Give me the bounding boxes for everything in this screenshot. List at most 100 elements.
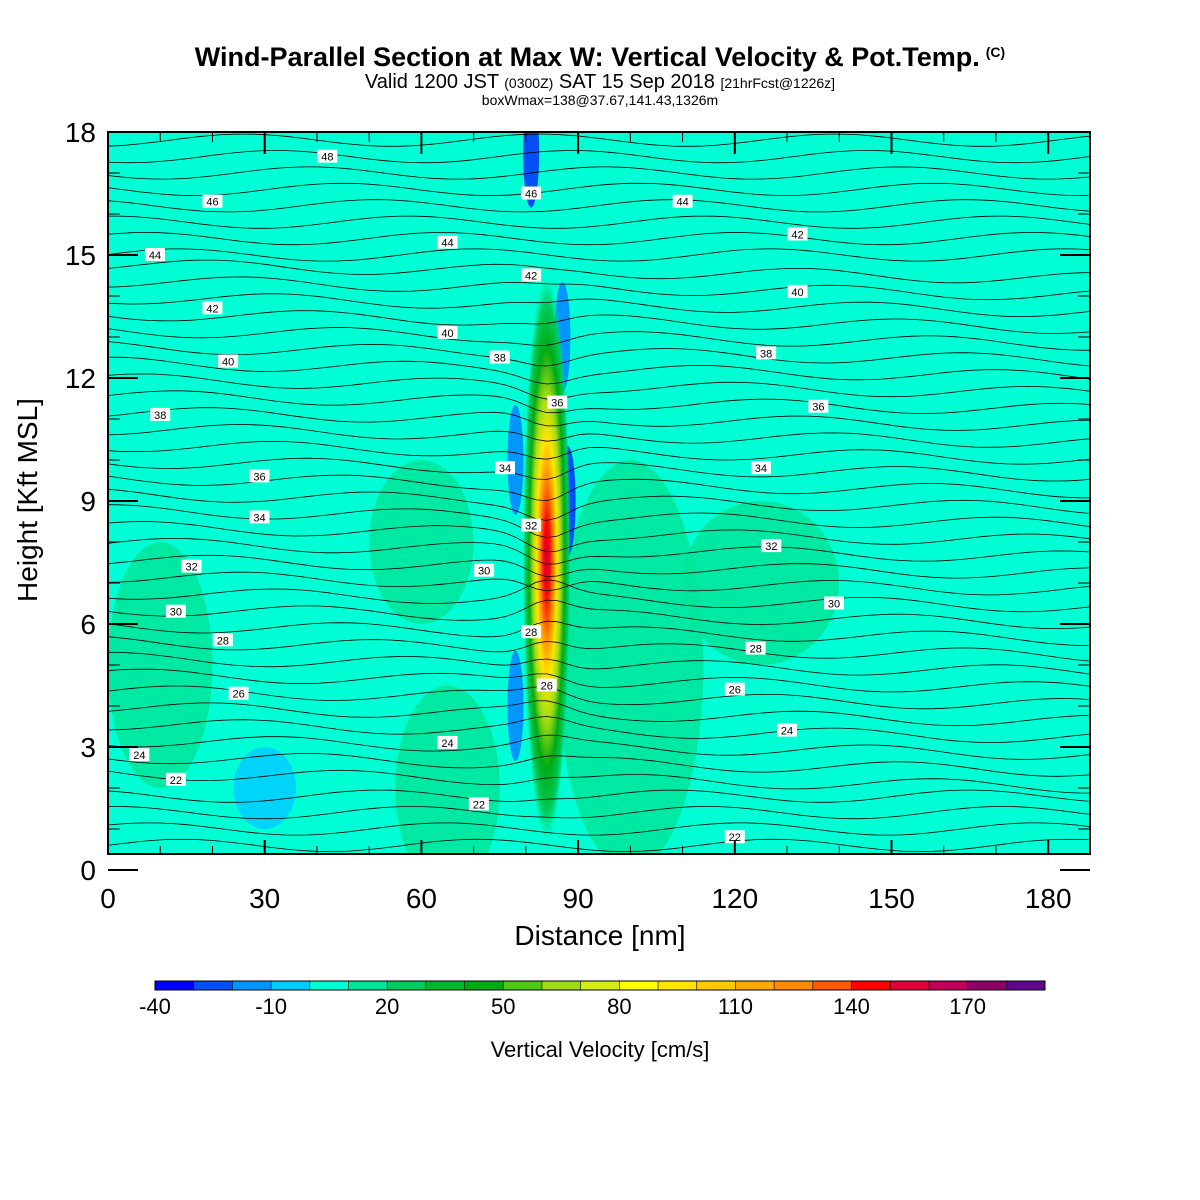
potential-temperature-contours <box>108 133 1090 852</box>
contour-label-box <box>489 350 510 364</box>
colorbar-tick-label: 50 <box>491 994 515 1019</box>
contour-label: 30 <box>165 604 186 619</box>
field-patch <box>212 173 317 419</box>
contour-label: 38 <box>489 350 510 365</box>
contour-label: 24 <box>129 748 150 762</box>
contour-label-box <box>202 194 223 208</box>
theta-contour <box>108 150 1090 164</box>
contour-label-text: 26 <box>232 689 244 701</box>
contour-label-box <box>317 149 338 163</box>
downdraft-core <box>507 651 524 761</box>
colorbar-swatch <box>580 981 620 990</box>
theta-contour <box>108 538 1090 565</box>
contour-label-box <box>521 186 542 200</box>
field-patch <box>395 685 500 854</box>
contour-label: 22 <box>724 830 745 844</box>
colorbar-swatch <box>541 981 582 990</box>
y-tick-label: 6 <box>80 609 96 640</box>
contour-label: 46 <box>521 186 542 201</box>
field-patch <box>557 460 704 854</box>
x-tick-label: 60 <box>406 883 437 914</box>
theta-contour <box>108 753 1090 777</box>
contour-label-box <box>787 284 808 298</box>
theta-contour <box>108 474 1090 502</box>
theta-contour <box>108 232 1090 246</box>
contour-label: 22 <box>468 797 489 811</box>
theta-contour <box>108 521 1090 553</box>
colorbar-swatch <box>464 981 504 990</box>
theta-contour <box>108 457 1090 482</box>
contour-label-text: 46 <box>206 197 218 209</box>
contour-label: 44 <box>672 194 693 209</box>
contour-label-text: 28 <box>750 644 762 656</box>
colorbar-swatch <box>1006 981 1046 990</box>
x-tick-label: 0 <box>100 883 116 914</box>
contour-label-box <box>150 407 171 421</box>
contour-label: 38 <box>150 407 171 422</box>
contour-label-box <box>750 461 771 475</box>
contour-label: 28 <box>521 625 542 639</box>
theta-contour <box>108 293 1090 317</box>
contour-label-text: 22 <box>729 832 741 844</box>
contour-label: 42 <box>787 227 808 242</box>
theta-contour <box>108 166 1090 180</box>
x-tick-label: 120 <box>711 883 758 914</box>
y-tick-label: 18 <box>65 117 96 148</box>
theta-contour <box>108 259 1090 284</box>
colorbar-tick-label: 20 <box>375 994 399 1019</box>
colorbar-tick-label: -40 <box>139 994 171 1019</box>
contour-label-box <box>787 227 808 241</box>
theta-contour <box>108 769 1090 794</box>
velocity-field <box>108 132 1090 854</box>
downdraft-core <box>507 405 524 515</box>
contour-label-text: 24 <box>441 738 453 750</box>
contour-label: 34 <box>494 461 515 475</box>
field-patch <box>108 542 213 788</box>
colorbar-tick-label: 170 <box>949 994 986 1019</box>
contour-label-box <box>761 539 782 553</box>
colorbar-swatch <box>658 981 698 990</box>
contour-label-text: 30 <box>828 599 840 611</box>
colorbar-swatch <box>928 981 969 990</box>
colorbar-swatch <box>696 981 736 990</box>
colorbar-swatch <box>812 981 853 990</box>
colorbar-swatch <box>309 981 349 990</box>
theta-contour <box>108 685 1090 710</box>
contour-label-text: 34 <box>755 463 767 475</box>
valid-date: SAT 15 Sep 2018 <box>558 71 715 93</box>
contour-label-box <box>181 559 202 573</box>
contour-label: 36 <box>808 399 829 414</box>
contour-label: 30 <box>824 596 845 611</box>
contour-label: 48 <box>317 149 338 164</box>
contour-label-text: 28 <box>217 635 229 647</box>
contour-label-text: 44 <box>149 250 161 262</box>
contour-label: 32 <box>761 539 782 553</box>
contour-label-box <box>437 235 458 249</box>
colorbar-swatch <box>348 981 388 990</box>
colorbar-swatch <box>735 981 775 990</box>
y-tick-label: 0 <box>80 855 96 886</box>
contour-label-box <box>494 461 515 475</box>
contour-label: 24 <box>437 735 458 750</box>
contour-label: 34 <box>750 461 771 475</box>
theta-contour <box>108 504 1090 539</box>
contour-label-box <box>437 325 458 339</box>
contour-label: 40 <box>218 354 239 369</box>
contour-label-text: 42 <box>791 230 803 242</box>
theta-contour <box>108 571 1090 596</box>
contour-label: 44 <box>145 248 166 262</box>
contour-label-text: 42 <box>525 271 537 283</box>
contour-label-text: 24 <box>781 726 793 738</box>
theta-contour <box>108 806 1090 820</box>
field-patch <box>682 501 840 665</box>
contour-label-box <box>228 686 249 700</box>
theta-contour <box>108 276 1090 301</box>
contour-label-box <box>521 625 542 639</box>
contour-label: 24 <box>777 723 798 738</box>
contour-label-text: 34 <box>499 463 511 475</box>
theta-contour <box>108 554 1090 579</box>
field-patch <box>233 747 297 829</box>
contour-label: 26 <box>724 682 745 697</box>
contour-label-text: 28 <box>525 627 537 639</box>
